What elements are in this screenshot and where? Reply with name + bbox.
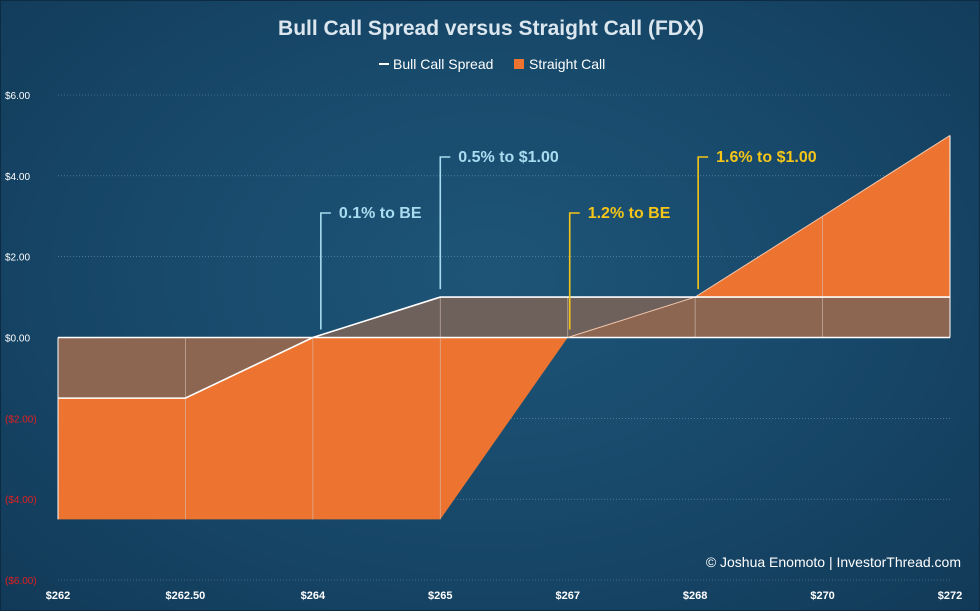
x-tick-label: $262: [46, 590, 70, 602]
x-tick-label: $270: [810, 590, 834, 602]
bull-call-spread-line: [58, 296, 950, 399]
annotation-leader: [697, 156, 709, 290]
y-tick-label: ($4.00): [5, 495, 37, 506]
straight-call-line: [567, 134, 951, 338]
x-tick-label: $264: [301, 590, 326, 602]
annotation-label: 0.5% to $1.00: [458, 149, 559, 166]
y-tick-label: $4.00: [5, 172, 30, 183]
annotation-label: 0.1% to BE: [339, 205, 422, 222]
straight-call-area: [58, 135, 950, 520]
legend-call-label: Straight Call: [529, 56, 605, 72]
y-tick-label: ($2.00): [5, 414, 37, 425]
x-tick-label: $265: [428, 590, 452, 602]
x-tick-label: $267: [555, 590, 579, 602]
annotation-label: 1.2% to BE: [588, 205, 671, 222]
annotation-leader: [568, 212, 580, 330]
y-tick-label: $6.00: [5, 91, 30, 102]
y-tick-label: $0.00: [5, 334, 30, 345]
x-tick-label: $268: [683, 590, 707, 602]
bull-call-spread-area: [58, 297, 950, 399]
annotation-label: 1.6% to $1.00: [716, 149, 817, 166]
y-tick-label: $2.00: [5, 253, 30, 264]
x-tick-label: $262.50: [166, 590, 206, 602]
annotations: 0.1% to BE 0.5% to $1.00 1.2% to BE 1.6% to…: [320, 149, 817, 330]
x-tick-label: $272: [938, 590, 962, 602]
legend: Bull Call Spread Straight Call: [379, 56, 605, 72]
annotation-leader: [320, 212, 331, 330]
legend-spread-label: Bull Call Spread: [393, 56, 493, 72]
legend-call-swatch: [514, 59, 524, 69]
axes: $6.00 $4.00 $2.00 $0.00 ($2.00) ($4.00) ($6.00…: [5, 91, 962, 602]
y-tick-label: ($6.00): [5, 576, 37, 587]
annotation-leader: [439, 156, 451, 290]
chart-title: Bull Call Spread versus Straight Call (F…: [278, 17, 704, 40]
plot-area: [57, 134, 951, 520]
copyright-text: © Joshua Enomoto | InvestorThread.com: [706, 554, 961, 570]
